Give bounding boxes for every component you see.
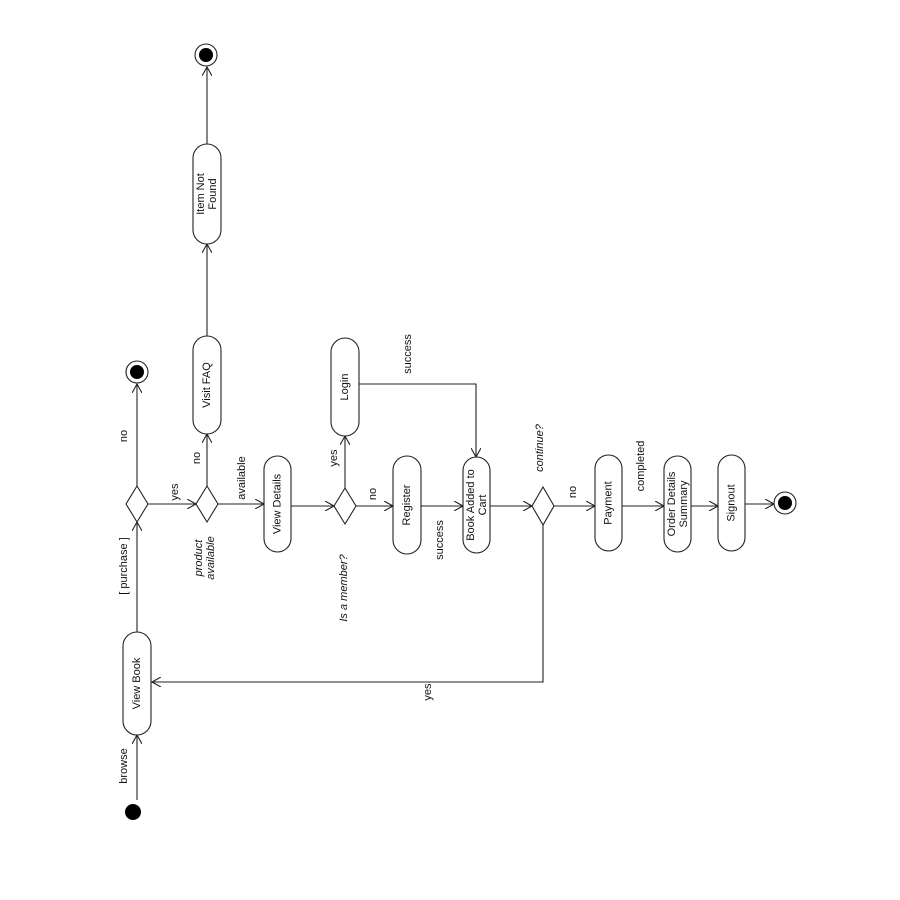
- label-no-faq: no: [191, 452, 203, 464]
- activity-label-signout: Signout: [725, 484, 737, 521]
- activity-label-view-book: View Book: [131, 657, 143, 709]
- label-yes-purchase: yes: [169, 483, 181, 501]
- purchase-decision: [125, 484, 149, 524]
- decision-nodes: [125, 484, 555, 527]
- final-node-signout: [773, 491, 797, 515]
- activity-visit-faq: Visit FAQ: [192, 335, 222, 435]
- label-success-login: success: [402, 334, 414, 374]
- label-available: available: [236, 456, 248, 499]
- label-yes-loop: yes: [422, 683, 434, 701]
- label-product-available-1: product: [193, 539, 205, 578]
- activity-label-visit-faq: Visit FAQ: [201, 362, 213, 408]
- product-available-decision: [195, 484, 219, 524]
- activity-label-item-not-found-2: Found: [207, 178, 219, 209]
- label-success-register: success: [434, 520, 446, 560]
- continue-decision: [531, 485, 555, 527]
- activity-login: Login: [330, 337, 360, 437]
- activity-item-not-found: Item Not Found: [192, 143, 222, 245]
- activity-label-book-added-1: Book Added to: [465, 469, 477, 541]
- activity-signout: Signout: [717, 454, 746, 552]
- edge-login-to-book-added: [359, 383, 476, 457]
- label-product-available-2: available: [205, 536, 217, 579]
- label-no-register: no: [367, 488, 379, 500]
- activity-label-item-not-found-1: Item Not: [195, 173, 207, 215]
- activity-order-details-summary: Order Details Summary: [663, 455, 692, 553]
- label-no-top: no: [118, 430, 130, 442]
- label-yes-login: yes: [328, 449, 340, 467]
- label-continue: continue?: [534, 423, 546, 472]
- activity-payment: Payment: [594, 454, 623, 552]
- activity-label-login: Login: [339, 374, 351, 401]
- label-completed: completed: [635, 441, 647, 492]
- start-end-nodes: [125, 43, 797, 820]
- edges: [137, 67, 774, 800]
- activity-label-view-details: View Details: [271, 473, 283, 534]
- final-node-purchase-no: [125, 360, 149, 384]
- label-browse: browse: [118, 748, 130, 783]
- member-decision: [333, 486, 357, 526]
- activity-label-book-added-2: Cart: [477, 495, 489, 516]
- label-no-payment: no: [567, 486, 579, 498]
- edge-labels: browse [ purchase ] no yes no available …: [118, 334, 647, 784]
- label-is-a-member: Is a member?: [338, 553, 350, 621]
- activity-view-details: View Details: [263, 455, 292, 553]
- activity-register: Register: [392, 455, 422, 555]
- activity-label-register: Register: [401, 484, 413, 525]
- edge-continue-decision-to-view-book: [152, 525, 544, 682]
- activity-label-order-summary-1: Order Details: [666, 471, 678, 536]
- final-node-item-not-found: [194, 43, 218, 67]
- label-purchase-guard: [ purchase ]: [118, 537, 130, 594]
- activity-label-order-summary-2: Summary: [678, 480, 690, 528]
- activity-book-added-to-cart: Book Added to Cart: [462, 456, 491, 554]
- activity-label-payment: Payment: [602, 481, 614, 524]
- initial-node: [125, 804, 141, 820]
- activity-view-book: View Book: [122, 631, 152, 736]
